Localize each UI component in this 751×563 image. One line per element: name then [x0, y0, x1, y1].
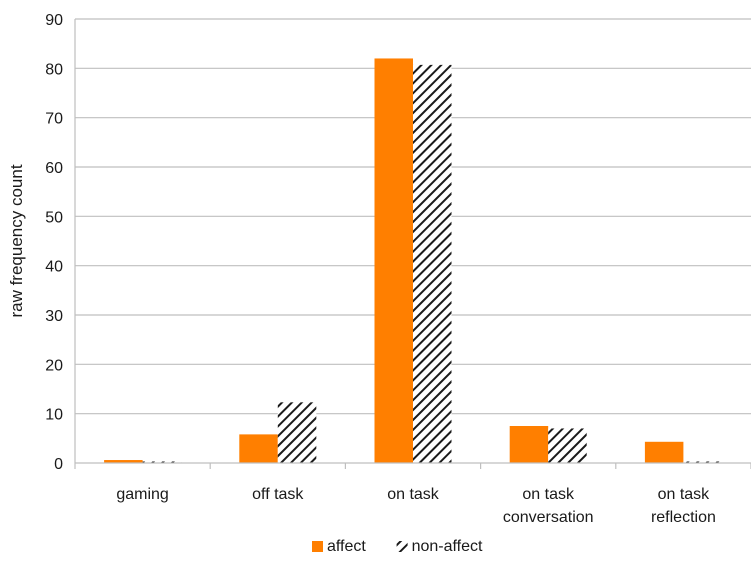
- bar-affect: [374, 58, 413, 463]
- bar-affect: [239, 434, 278, 463]
- legend-swatch: [396, 541, 408, 552]
- axes: [74, 19, 751, 469]
- x-category-label: on task: [522, 486, 575, 503]
- x-tick-labels: gaming off task on task on task conversation…: [116, 486, 716, 526]
- x-category-label: off task: [252, 486, 304, 503]
- y-tick-label: 80: [45, 61, 63, 78]
- x-category-label: reflection: [651, 509, 716, 526]
- y-tick-label: 10: [45, 407, 63, 424]
- y-tick-label: 50: [45, 209, 63, 226]
- y-tick-label: 70: [45, 111, 63, 128]
- y-tick-label: 40: [45, 259, 63, 276]
- x-category-label: on task: [658, 486, 711, 503]
- y-axis-title: raw frequency count: [7, 164, 26, 317]
- legend: affect non-affect: [312, 538, 483, 555]
- bar-non-affect: [277, 402, 317, 463]
- y-tick-label: 90: [45, 12, 63, 29]
- legend-label: non-affect: [412, 538, 483, 555]
- y-tick-label: 60: [45, 160, 63, 177]
- y-tick-label: 0: [54, 456, 63, 473]
- bar-non-affect: [413, 64, 452, 463]
- y-tick-label: 30: [45, 308, 63, 325]
- bar-affect: [104, 460, 143, 463]
- x-category-label: conversation: [503, 509, 594, 526]
- y-tick-label: 20: [45, 357, 63, 374]
- bars: [104, 58, 722, 463]
- legend-label: affect: [327, 538, 366, 555]
- bar-affect: [509, 426, 549, 463]
- legend-swatch: [312, 541, 323, 552]
- y-tick-labels: 0 10 20 30 40 50 60 70 80 90: [45, 12, 63, 473]
- bar-non-affect: [683, 461, 722, 463]
- x-category-label: gaming: [116, 486, 168, 503]
- bar-affect: [644, 441, 684, 463]
- bar-non-affect: [548, 428, 587, 463]
- x-category-label: on task: [387, 486, 440, 503]
- bar-non-affect: [142, 461, 182, 463]
